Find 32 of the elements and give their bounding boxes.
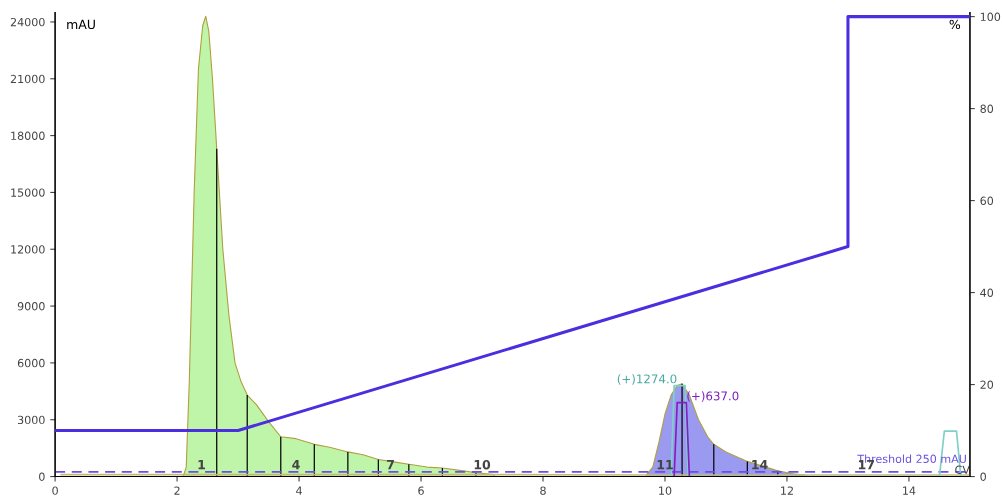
y2-tick-label: 80 xyxy=(980,104,994,113)
annotation: 10 xyxy=(474,459,491,470)
y-tick-label: 18000 xyxy=(11,131,45,140)
x-tick-label: 12 xyxy=(781,486,793,495)
y2-tick-label: 60 xyxy=(980,196,994,205)
annotation: 7 xyxy=(387,460,394,470)
annotation: 1 xyxy=(198,460,205,470)
y2-axis-title: % xyxy=(949,19,961,30)
y-tick-label: 3000 xyxy=(17,415,45,425)
y-tick-label: 12000 xyxy=(11,245,45,254)
annotation: (+)637.0 xyxy=(687,391,739,402)
annotation: 4 xyxy=(292,460,300,470)
annotation: (+)1274.0 xyxy=(617,374,677,385)
y2-tick-label: 100 xyxy=(980,12,1001,21)
x-tick-label: 0 xyxy=(52,486,58,495)
y2-tick-label: 40 xyxy=(980,288,994,297)
y-tick-label: 21000 xyxy=(10,74,45,84)
x-tick-label: 4 xyxy=(296,486,302,495)
y-tick-label: 15000 xyxy=(11,188,45,197)
x-tick-label: 8 xyxy=(540,486,546,495)
x-tick-label: 2 xyxy=(174,486,180,495)
y-tick-label: 6000 xyxy=(17,358,45,368)
y-tick-label: 0 xyxy=(39,472,45,481)
x-tick-label: 6 xyxy=(418,486,424,495)
y2-tick-label: 0 xyxy=(980,472,986,481)
y-axis-title: mAU xyxy=(67,19,95,30)
x-tick-label: 10 xyxy=(659,486,672,495)
y-tick-label: 24000 xyxy=(10,17,45,27)
x-tick-label: 14 xyxy=(903,486,916,495)
y2-tick-label: 20 xyxy=(980,380,994,389)
annotation: 11 xyxy=(657,460,673,470)
y-tick-label: 9000 xyxy=(17,302,45,311)
